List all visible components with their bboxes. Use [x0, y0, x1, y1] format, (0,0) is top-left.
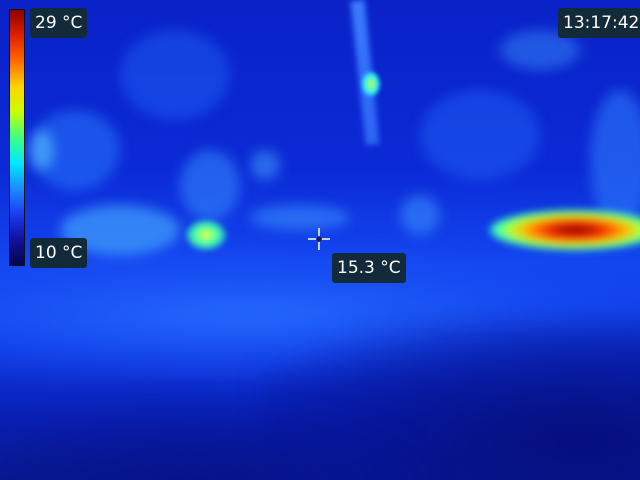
- thermal-foliage-blob: [250, 150, 280, 180]
- crosshair-icon[interactable]: [308, 228, 330, 250]
- thermal-foliage-blob: [420, 90, 540, 180]
- thermal-foliage-blob: [30, 130, 54, 170]
- thermal-cold-bottom-left: [0, 400, 440, 480]
- thermal-warm-spot: [362, 72, 380, 96]
- thermal-foliage-blob: [180, 150, 240, 220]
- spot-temperature-label: 15.3 °C: [332, 253, 406, 283]
- clock-label: 13:17:42: [558, 8, 640, 38]
- thermal-foliage-blob: [120, 30, 230, 120]
- thermal-foliage-blob: [400, 195, 440, 235]
- scale-max-label: 29 °C: [30, 8, 88, 38]
- thermal-warm-spot: [186, 220, 226, 250]
- thermal-foliage-blob: [250, 205, 350, 230]
- thermal-foliage-blob: [590, 90, 640, 230]
- temperature-scale-bar: [9, 9, 25, 266]
- scale-min-label: 10 °C: [30, 238, 88, 268]
- thermal-hot-spot: [490, 210, 640, 250]
- temperature-scale-gradient: [10, 10, 24, 265]
